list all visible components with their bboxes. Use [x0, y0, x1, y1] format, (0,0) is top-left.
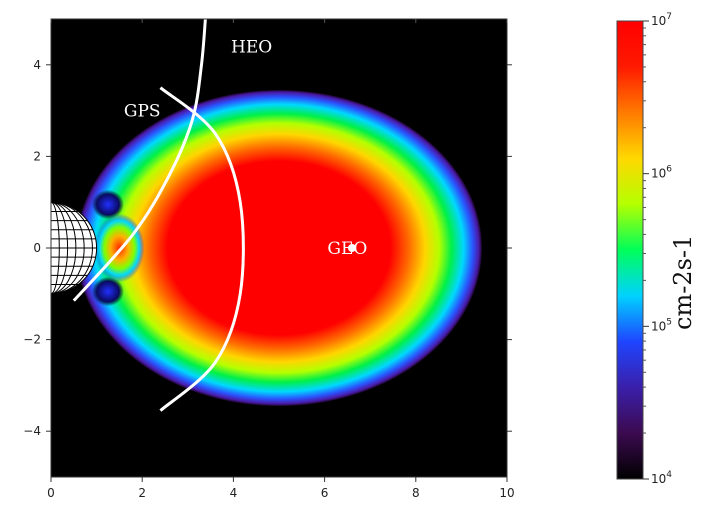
slot-region-lower	[92, 276, 124, 307]
slot-region-upper	[92, 189, 124, 220]
colorbar-tick-label: 104	[651, 470, 672, 486]
y-tick-label: −4	[23, 424, 41, 438]
colorbar-unit-label: cm-2s-1	[669, 235, 697, 330]
earth-grid-line	[51, 201, 77, 295]
orbit-gps-curve	[159, 86, 245, 412]
x-tick-label: 10	[499, 486, 514, 500]
colorbar	[616, 20, 644, 480]
outer-belt	[76, 89, 482, 407]
y-tick-label: 4	[33, 58, 41, 72]
earth-grid-line	[51, 201, 93, 295]
y-tick-label: 0	[33, 241, 41, 255]
earth-grid-line	[51, 201, 60, 295]
earth-grid-line	[51, 201, 85, 295]
x-tick-label: 2	[138, 486, 146, 500]
colorbar-tick-label: 107	[651, 12, 672, 28]
x-axis: 0 2 4 6 8 10	[47, 19, 515, 500]
y-tick-label: 2	[33, 149, 41, 163]
label-geo: GEO	[327, 239, 367, 259]
flux-field: HEO GPS GEO	[51, 19, 482, 412]
orbit-heo-curve	[72, 19, 207, 302]
x-tick-label: 0	[47, 486, 55, 500]
y-axis: 4 2 0 −2 −4	[23, 58, 512, 438]
colorbar-tick-label: 105	[651, 317, 672, 333]
x-tick-label: 8	[412, 486, 420, 500]
x-tick-label: 4	[230, 486, 238, 500]
orbit-geo-marker	[347, 244, 356, 252]
y-tick-label: −2	[23, 333, 41, 347]
earth-grid-line	[51, 201, 69, 295]
earth-globe	[51, 201, 98, 295]
colorbar-tick-label: 106	[651, 165, 672, 181]
label-heo: HEO	[231, 37, 272, 57]
x-tick-label: 6	[321, 486, 329, 500]
colorbar-ticks: 107 106 105 104	[643, 12, 672, 486]
label-gps: GPS	[124, 102, 161, 122]
